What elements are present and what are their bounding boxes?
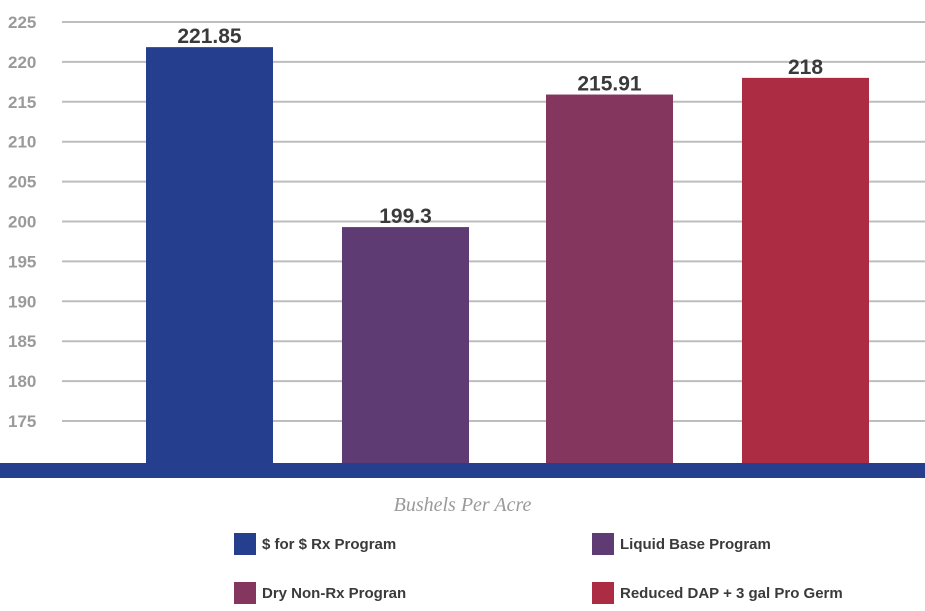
- bar: [342, 227, 469, 463]
- x-axis-baseline: [0, 463, 925, 478]
- y-tick-label: 215: [8, 93, 36, 112]
- y-tick-label: 210: [8, 133, 36, 152]
- y-tick-label: 180: [8, 372, 36, 391]
- legend-swatch: [234, 533, 256, 555]
- y-tick-label: 185: [8, 332, 36, 351]
- data-labels: 221.85 199.3 215.91 218: [177, 25, 823, 228]
- x-axis-label: Bushels Per Acre: [393, 494, 532, 516]
- legend-label: Dry Non-Rx Progran: [262, 584, 407, 602]
- bar: [742, 77, 869, 464]
- y-tick-label: 225: [8, 13, 36, 32]
- bar: [146, 47, 273, 464]
- legend-item-reduced-dap: Reduced DAP + 3 gal Pro Germ: [592, 582, 843, 604]
- legend-swatch: [234, 582, 256, 604]
- y-tick-label: 195: [8, 252, 36, 271]
- bar-value-label: 215.91: [577, 73, 642, 96]
- bar-chart: 175 180 185 190 195 200 205 210 215 220 225 221.85…: [0, 13, 925, 478]
- legend-label: Reduced DAP + 3 gal Pro Germ: [620, 584, 843, 602]
- legend-label: $ for $ Rx Program: [262, 535, 397, 553]
- legend-item-liquid-base: Liquid Base Program: [592, 533, 771, 555]
- y-tick-label: 205: [8, 173, 36, 192]
- legend-label: Liquid Base Program: [620, 535, 771, 553]
- y-tick-label: 175: [8, 412, 36, 431]
- legend-item-rx-program: $ for $ Rx Program: [234, 533, 396, 555]
- legend-swatch: [592, 582, 614, 604]
- y-tick-label: 200: [8, 213, 36, 232]
- bars: [146, 47, 869, 464]
- legend-swatch: [592, 533, 614, 555]
- y-tick-label: 220: [8, 53, 36, 72]
- bar-value-label: 221.85: [177, 25, 242, 48]
- legend-item-dry-non-rx: Dry Non-Rx Progran: [234, 582, 406, 604]
- y-tick-label: 190: [8, 292, 36, 311]
- bar: [546, 94, 673, 463]
- y-axis-ticks: 175 180 185 190 195 200 205 210 215 220 225: [8, 13, 36, 431]
- bar-value-label: 199.3: [379, 205, 432, 228]
- bar-value-label: 218: [788, 56, 823, 79]
